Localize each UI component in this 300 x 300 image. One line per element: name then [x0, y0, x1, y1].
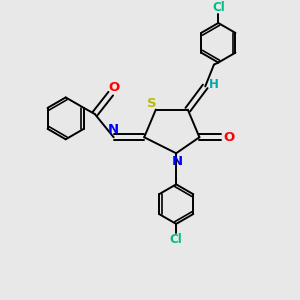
Text: S: S	[147, 97, 156, 110]
Text: Cl: Cl	[170, 232, 182, 245]
Text: Cl: Cl	[212, 2, 225, 14]
Text: N: N	[172, 154, 183, 168]
Text: N: N	[107, 123, 118, 136]
Text: O: O	[108, 81, 119, 94]
Text: H: H	[208, 78, 218, 92]
Text: O: O	[224, 131, 235, 144]
